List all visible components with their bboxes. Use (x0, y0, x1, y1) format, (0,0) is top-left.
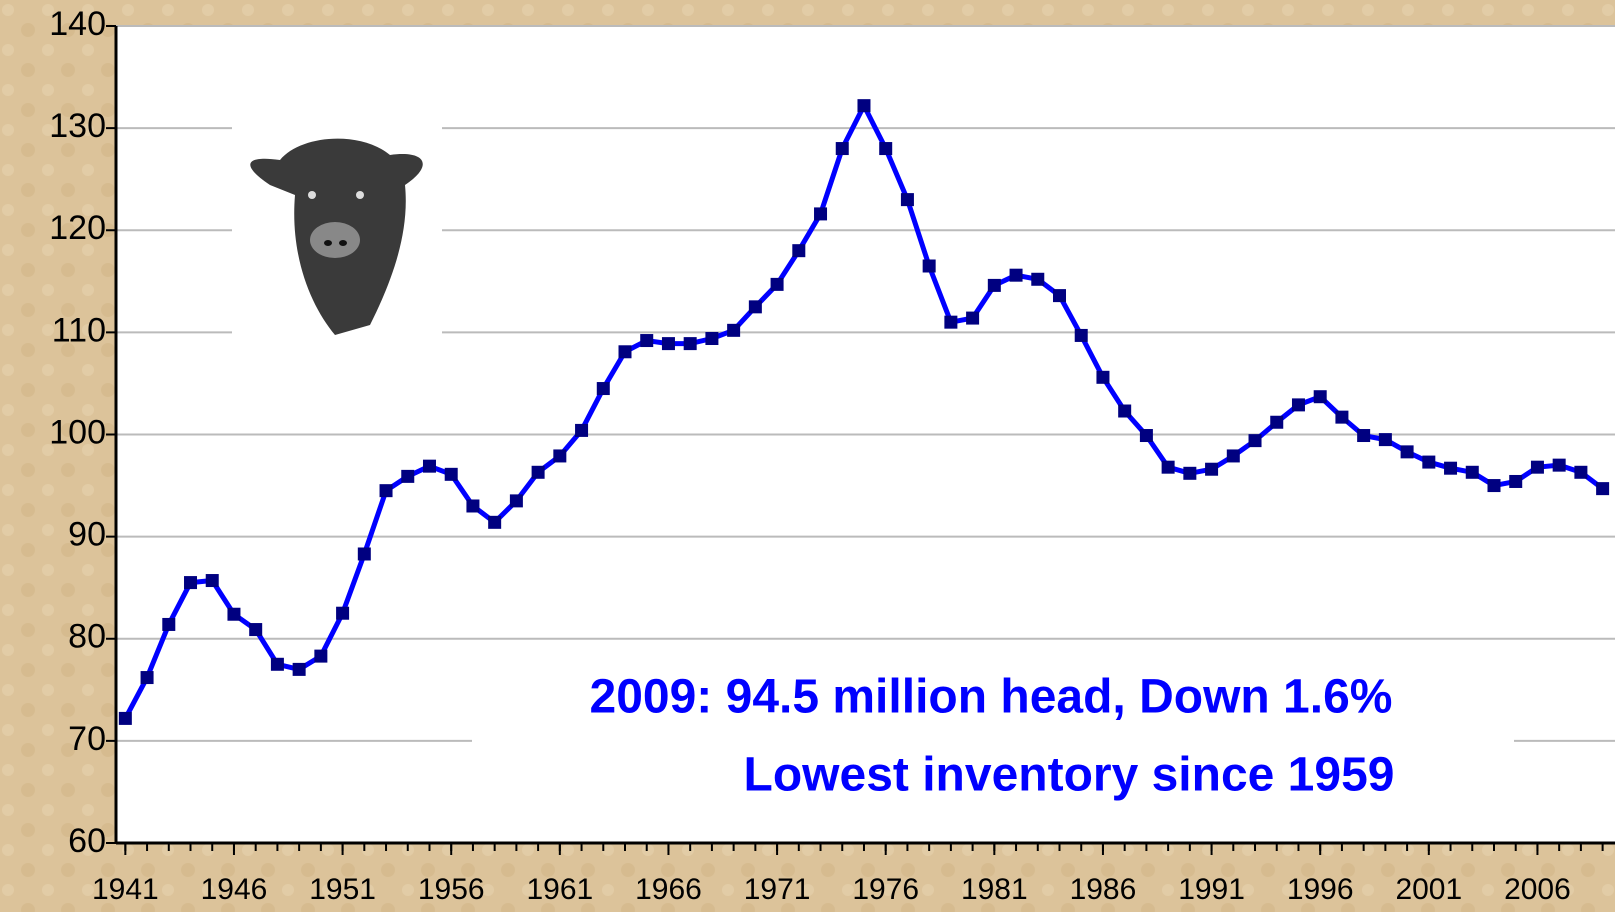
marker (401, 469, 415, 483)
x-tick-label: 2001 (1395, 873, 1462, 906)
marker (1422, 455, 1436, 469)
marker (1226, 449, 1240, 463)
x-tick-label: 2006 (1504, 873, 1571, 906)
marker (1139, 429, 1153, 443)
marker (1183, 466, 1197, 480)
annotation: 2009: 94.5 million head, Down 1.6% (590, 671, 1393, 724)
marker (705, 332, 719, 346)
marker (879, 142, 893, 156)
marker (770, 277, 784, 291)
marker (422, 459, 436, 473)
marker (987, 278, 1001, 292)
x-tick-label: 1976 (852, 873, 919, 906)
marker (944, 315, 958, 329)
marker (1031, 272, 1045, 286)
x-tick-label: 1956 (418, 873, 485, 906)
marker (1574, 465, 1588, 479)
x-tick-label: 1966 (635, 873, 702, 906)
marker (618, 345, 632, 359)
x-tick-label: 1971 (744, 873, 811, 906)
marker (966, 311, 980, 325)
marker (292, 662, 306, 676)
cow-illustration (250, 138, 423, 335)
y-tick-label: 80 (68, 618, 106, 656)
marker (1313, 390, 1327, 404)
marker (922, 259, 936, 273)
x-tick-label: 1961 (526, 873, 593, 906)
marker (1552, 458, 1566, 472)
y-tick-label: 90 (68, 516, 106, 554)
marker (748, 300, 762, 314)
y-tick-label: 100 (49, 413, 106, 451)
x-tick-label: 1951 (309, 873, 376, 906)
marker (1009, 268, 1023, 282)
marker (1444, 461, 1458, 475)
marker (683, 337, 697, 351)
marker (835, 142, 849, 156)
y-tick-label: 110 (52, 311, 106, 349)
marker (596, 382, 610, 396)
x-tick-label: 1986 (1070, 873, 1137, 906)
annotation-backdrop (472, 660, 1514, 810)
marker (1205, 462, 1219, 476)
y-tick-label: 130 (49, 107, 106, 145)
marker (1096, 370, 1110, 384)
marker (1118, 404, 1132, 418)
marker (1465, 465, 1479, 479)
marker (118, 711, 132, 725)
y-tick-label: 140 (49, 5, 106, 43)
y-tick-label: 60 (68, 822, 106, 860)
marker (1530, 460, 1544, 474)
marker (249, 623, 263, 637)
marker (640, 334, 654, 348)
marker (1270, 415, 1284, 429)
marker (1161, 460, 1175, 474)
x-tick-label: 1991 (1178, 873, 1245, 906)
marker (727, 323, 741, 337)
marker (205, 574, 219, 588)
marker (314, 649, 328, 663)
marker (379, 484, 393, 498)
x-tick-label: 1981 (961, 873, 1028, 906)
marker (270, 657, 284, 671)
marker (162, 617, 176, 631)
marker (1596, 482, 1610, 496)
y-tick-label: 70 (68, 720, 106, 758)
annotation: Lowest inventory since 1959 (744, 749, 1395, 802)
marker (1248, 434, 1262, 448)
marker (1378, 433, 1392, 447)
marker (357, 547, 371, 561)
marker (140, 671, 154, 685)
marker (184, 576, 198, 590)
marker (857, 99, 871, 113)
marker (1291, 398, 1305, 412)
marker (1074, 328, 1088, 342)
x-tick-label: 1941 (92, 873, 159, 906)
marker (488, 515, 502, 529)
marker (1357, 429, 1371, 443)
marker (661, 337, 675, 351)
x-tick-label: 1996 (1287, 873, 1354, 906)
marker (792, 244, 806, 258)
marker (553, 449, 567, 463)
marker (1487, 479, 1501, 493)
marker (509, 494, 523, 508)
marker (575, 423, 589, 437)
marker (1053, 289, 1067, 303)
marker (336, 606, 350, 620)
marker (1400, 445, 1414, 459)
marker (900, 193, 914, 207)
marker (531, 465, 545, 479)
marker (814, 207, 828, 221)
marker (466, 499, 480, 513)
marker (1509, 474, 1523, 488)
marker (444, 467, 458, 481)
marker (1335, 410, 1349, 424)
y-tick-label: 120 (49, 209, 106, 247)
marker (227, 607, 241, 621)
x-tick-label: 1946 (201, 873, 268, 906)
